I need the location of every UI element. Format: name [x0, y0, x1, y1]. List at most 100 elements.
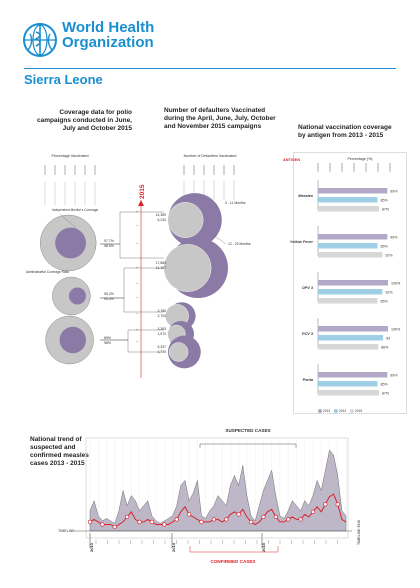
suspected-cases-label: SUSPECTED CASES	[225, 428, 270, 433]
confirmed-case-point	[174, 517, 179, 522]
svg-text:–: –	[136, 240, 139, 245]
year-label: 2015	[261, 542, 266, 552]
timeline-end-label: TIMELINE END	[357, 519, 361, 545]
defaulters-chart: Number of Defaulters Vaccinated 14,3696,…	[156, 154, 251, 369]
year-label: 2013	[89, 542, 94, 552]
antigen-category-label: PCV 3	[302, 332, 314, 336]
antigen-bar	[318, 206, 379, 212]
confirmed-case-point	[286, 517, 291, 522]
antigen-bar	[318, 280, 388, 286]
antigen-bar	[318, 298, 378, 304]
svg-text:–: –	[136, 280, 139, 285]
confirmed-case-point	[335, 502, 340, 507]
polio-im-bubble	[68, 287, 86, 305]
antigen-axis-label: Percentage (%)	[348, 157, 373, 161]
antigen-value-label: 99%	[390, 190, 398, 194]
antigen-bar	[318, 372, 388, 378]
confirmed-case-point	[149, 519, 155, 525]
antigen-value-label: 99%	[390, 374, 398, 378]
confirmed-case-point	[273, 514, 278, 520]
antigen-bar	[318, 243, 378, 249]
antigen-value-label: 93	[386, 337, 390, 341]
measles-chart-title: National trend of suspected and confirme…	[30, 436, 89, 467]
confirmed-case-point	[323, 502, 328, 507]
svg-text:–: –	[136, 222, 139, 227]
defaulter-0-11-label: 3,363	[158, 327, 167, 331]
defaulters-year: 2015	[139, 184, 146, 199]
defaulters-chart-title: Number of defaulters Vaccinated during t…	[164, 107, 276, 130]
antigen-bar	[318, 252, 383, 258]
antigen-value-label: 92%	[385, 254, 393, 258]
timeline-start-label: TIMELINE	[58, 529, 75, 533]
confirmed-case-point	[261, 514, 266, 520]
antigen-value-label: 92%	[385, 291, 393, 295]
year-label: 2014	[171, 542, 176, 552]
antigen-chart-title: National vaccination coverage by antigen…	[298, 124, 392, 139]
antigen-value-label: 85%	[381, 300, 389, 304]
defaulter-12-23-label: 11,107	[156, 266, 166, 270]
antigen-bar	[318, 234, 388, 240]
confirmed-case-point	[298, 517, 303, 522]
defaulter-0-11-label: 17,883	[156, 261, 166, 265]
confirmed-case-point	[211, 517, 217, 522]
confirmed-case-point	[199, 519, 204, 525]
polio-admin-label: 95.4%	[104, 297, 114, 301]
antigen-legend-swatch	[318, 409, 322, 413]
defaulters-axis-label: Number of Defaulters Vaccinated	[184, 154, 237, 158]
annotation-12-23: 12 - 23 Months	[228, 242, 251, 246]
polio-axis-label: Percentage Vaccinated	[52, 154, 89, 158]
confirmed-case-point	[87, 519, 93, 525]
annotation-administrative: Administrative Coverage Ratio	[26, 270, 69, 274]
antigen-value-label: 87%	[382, 208, 390, 212]
antigen-bar	[318, 197, 378, 203]
country-name: Sierra Leone	[24, 72, 103, 87]
antigen-value-label: 99%	[390, 236, 398, 240]
defaulter-0-11-label: 5,337	[158, 345, 167, 349]
antigen-category-label: Yellow Fever	[290, 240, 314, 244]
header-divider	[24, 68, 396, 69]
annotation-independent: Independent Monitor's Coverage	[52, 208, 98, 212]
svg-text:–: –	[136, 338, 139, 343]
antigen-legend-swatch	[334, 409, 338, 413]
antigen-value-label: 100%	[391, 328, 401, 332]
defaulter-12-23-label: 2,702	[158, 314, 167, 318]
polio-chart-title: Coverage data for polio campaigns conduc…	[37, 109, 132, 132]
confirmed-case-point	[137, 519, 142, 525]
defaulter-12-23-label: 1,570	[158, 332, 167, 336]
polio-im-bubble	[59, 326, 86, 354]
antigen-legend-label: 2015	[355, 409, 362, 413]
confirmed-cases-label: CONFIRMED CASES	[211, 559, 256, 564]
defaulter-12-23-bubble	[169, 342, 189, 362]
antigen-category-label: Measles	[298, 194, 313, 198]
confirmed-case-point	[186, 512, 192, 517]
confirmed-case-point	[100, 522, 105, 527]
antigen-value-label: 86%	[381, 346, 389, 350]
svg-text:–: –	[136, 310, 139, 315]
antigen-legend-label: 2013	[323, 409, 330, 413]
confirmed-case-point	[112, 524, 117, 530]
antigen-value-label: 85%	[381, 383, 389, 387]
svg-text:–: –	[136, 294, 139, 299]
polio-admin-label: 98%	[104, 341, 111, 345]
antigen-bar	[318, 335, 384, 341]
antigen-value-label: 87%	[382, 392, 390, 396]
defaulter-0-11-label: 3,786	[158, 309, 167, 313]
confirmed-case-point	[125, 514, 130, 520]
antigen-bar	[318, 344, 379, 350]
defaulter-12-23-bubble	[167, 202, 204, 238]
annotation-0-11: 0 - 11 Months	[225, 201, 246, 205]
antigen-value-label: 85%	[381, 245, 389, 249]
polio-im-label: 95.2%	[104, 292, 114, 296]
confirmed-case-point	[248, 519, 254, 525]
confirmed-case-point	[310, 509, 316, 514]
measles-trend-chart: TIMELINE TIMELINE END 2013 2014 2015 SUSPE…	[58, 428, 361, 564]
antigen-value-label: 100%	[391, 282, 401, 286]
antigen-bar	[318, 381, 378, 387]
antigen-value-label: 85%	[381, 199, 389, 203]
polio-coverage-chart: Percentage Vaccinated 97.7%98.6% 95.2%95.…	[26, 154, 114, 365]
defaulter-12-23-bubble	[163, 244, 212, 292]
confirmed-case-point	[236, 512, 241, 517]
antigen-legend-label: 2014	[339, 409, 346, 413]
polio-im-label: 89%	[104, 336, 111, 340]
antigen-bar-chart: ANTIGEN Percentage (%) Measles 99% 85% 87% Y…	[283, 157, 401, 413]
